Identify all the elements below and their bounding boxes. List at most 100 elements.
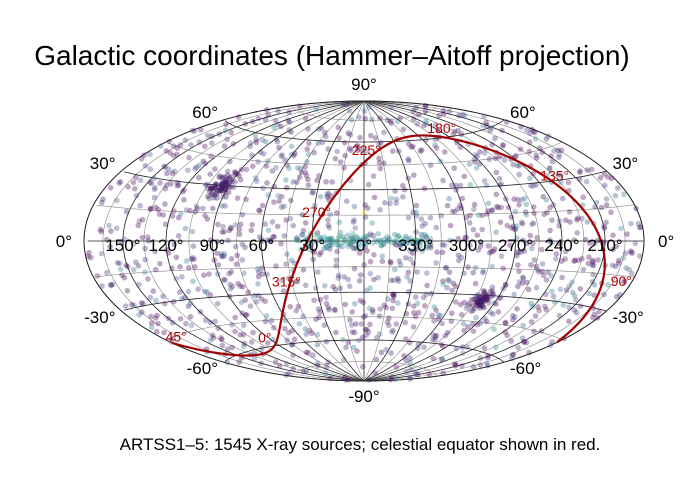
source-point	[322, 129, 328, 136]
source-point	[208, 185, 214, 192]
source-point	[539, 149, 546, 156]
source-point	[636, 253, 643, 259]
source-point	[328, 235, 335, 241]
source-point	[528, 300, 534, 307]
source-point	[378, 242, 385, 249]
source-point	[451, 165, 458, 171]
source-point	[592, 204, 598, 210]
equator-line	[273, 134, 606, 347]
source-point	[377, 306, 384, 312]
source-point	[493, 301, 499, 307]
source-point	[432, 136, 439, 142]
source-point	[539, 261, 546, 267]
source-point	[337, 229, 344, 236]
source-point	[123, 208, 130, 215]
source-point	[393, 200, 399, 206]
source-point	[440, 111, 447, 117]
source-point	[563, 217, 569, 223]
latitude-tick-label: 90°	[351, 75, 377, 94]
source-point	[605, 282, 611, 288]
source-point	[169, 170, 176, 176]
source-point	[283, 261, 289, 268]
source-point	[152, 315, 159, 321]
source-point	[550, 293, 557, 300]
source-point	[458, 311, 465, 318]
source-point	[212, 318, 219, 325]
source-point	[85, 253, 91, 260]
source-point	[236, 226, 243, 232]
source-point	[249, 118, 256, 125]
source-point	[341, 274, 348, 280]
source-point	[349, 309, 356, 315]
source-point	[302, 220, 309, 226]
source-point	[516, 171, 522, 178]
source-point	[100, 196, 106, 202]
source-point	[175, 182, 182, 188]
source-point	[576, 176, 583, 182]
source-point	[418, 238, 425, 244]
latitude-tick-label-right: -60°	[510, 359, 541, 378]
source-point	[476, 302, 483, 309]
equator-ra-label: 180°	[427, 120, 456, 136]
source-point	[499, 127, 505, 134]
source-point	[347, 240, 354, 246]
source-point	[108, 282, 114, 289]
source-point	[354, 147, 361, 154]
source-point	[183, 207, 190, 213]
source-point	[325, 304, 332, 311]
source-point	[314, 331, 321, 338]
source-point	[356, 278, 363, 284]
source-point	[487, 309, 494, 316]
source-point	[388, 277, 395, 284]
source-point	[460, 320, 467, 327]
source-point	[191, 256, 197, 263]
source-point	[303, 331, 310, 338]
source-point	[480, 268, 487, 275]
source-point	[608, 175, 615, 182]
source-point	[260, 185, 266, 191]
source-point	[429, 312, 436, 319]
source-point	[326, 246, 333, 252]
source-point	[478, 303, 484, 309]
source-point	[337, 285, 344, 292]
source-point	[310, 189, 316, 195]
source-point	[174, 151, 180, 158]
source-point	[242, 312, 249, 318]
source-point	[637, 224, 643, 231]
source-point	[225, 189, 232, 196]
source-point	[304, 146, 311, 152]
source-point	[107, 244, 113, 250]
source-point	[286, 165, 292, 171]
source-point	[228, 225, 234, 232]
source-point	[138, 300, 145, 306]
source-point	[177, 142, 184, 148]
source-point	[302, 169, 309, 176]
source-point	[438, 212, 445, 219]
source-point	[483, 294, 489, 300]
source-point	[239, 212, 246, 218]
source-point	[556, 312, 563, 319]
source-point	[424, 270, 430, 276]
source-point	[133, 174, 139, 181]
source-point	[302, 115, 309, 122]
source-point	[205, 185, 211, 192]
source-point	[582, 236, 589, 243]
source-point	[516, 268, 522, 275]
source-point	[572, 257, 578, 264]
source-point	[470, 307, 476, 314]
source-point	[375, 274, 381, 281]
source-point	[332, 286, 339, 293]
source-point	[362, 243, 369, 250]
source-point	[162, 300, 168, 307]
source-point	[253, 298, 260, 305]
source-point	[577, 168, 583, 174]
equator-ra-label: 45°	[166, 329, 187, 345]
source-point	[461, 299, 468, 306]
source-point	[444, 329, 451, 336]
source-point	[125, 184, 131, 190]
source-point	[305, 246, 312, 252]
source-point	[124, 288, 131, 294]
source-point	[598, 204, 605, 211]
source-point	[236, 231, 243, 237]
source-point	[520, 237, 526, 244]
